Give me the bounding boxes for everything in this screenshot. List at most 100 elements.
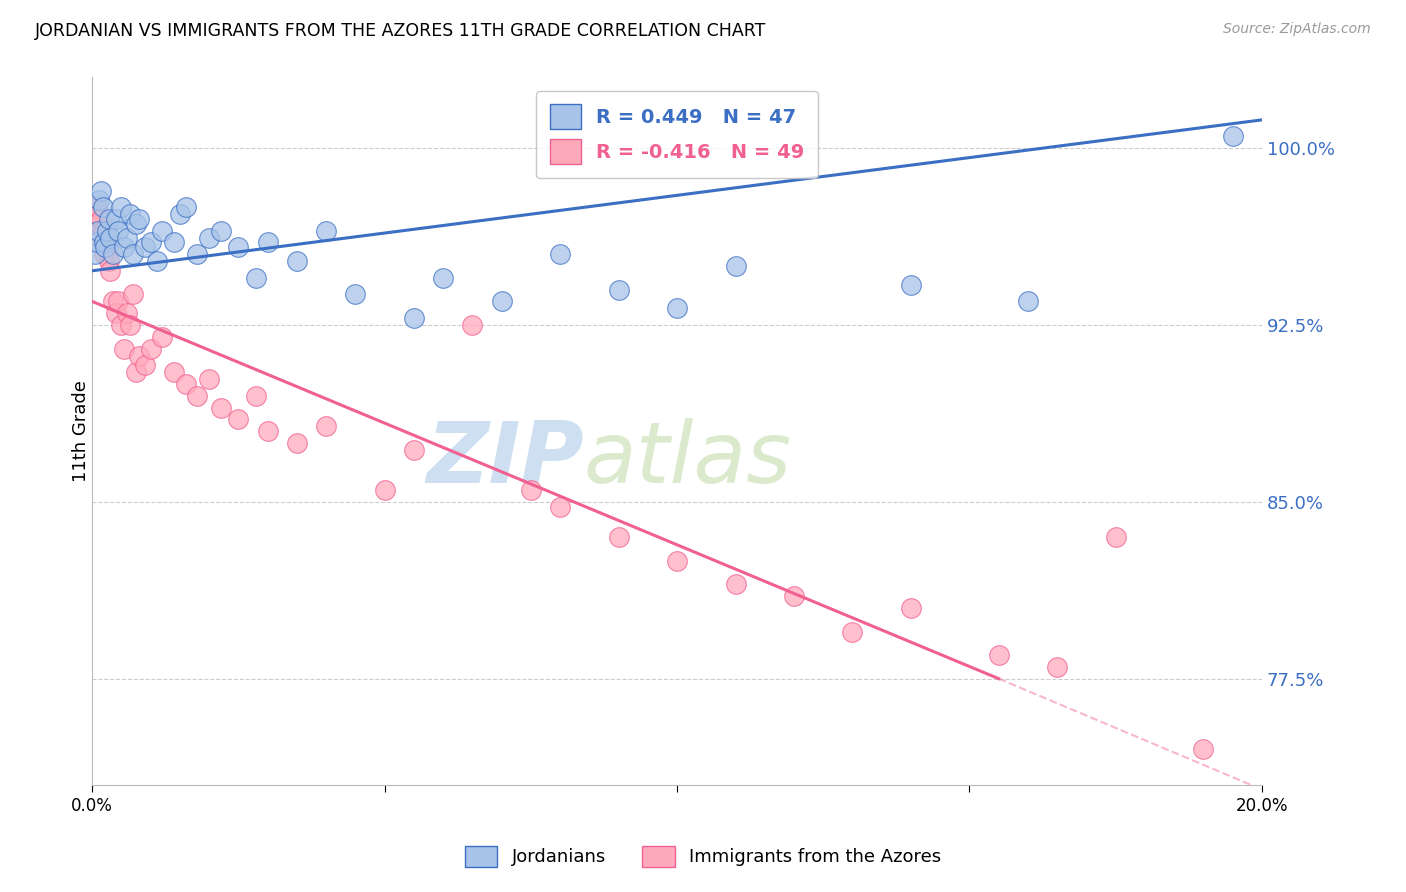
Legend: Jordanians, Immigrants from the Azores: Jordanians, Immigrants from the Azores [457,838,949,874]
Y-axis label: 11th Grade: 11th Grade [72,380,90,482]
Point [86,235,108,250]
Point [900,277,922,292]
Point [112,240,135,254]
Point [461,318,484,332]
Point [548,500,571,514]
Point [783,589,806,603]
Point [110,318,132,332]
Point [90,211,112,226]
Point [87,217,110,231]
Point [841,624,863,639]
Point [548,247,571,261]
Text: Source: ZipAtlas.com: Source: ZipAtlas.com [1223,22,1371,37]
Point [91,224,114,238]
Point [1222,129,1244,144]
Point [285,436,308,450]
Point [145,254,167,268]
Point [228,240,250,254]
Point [900,601,922,615]
Point [256,235,278,250]
Point [93,247,115,261]
Point [94,235,117,250]
Point [607,283,630,297]
Point [93,235,115,250]
Point [198,231,221,245]
Text: atlas: atlas [583,417,792,501]
Point [101,294,124,309]
Point [1017,294,1039,309]
Point [315,224,337,238]
Point [110,200,132,214]
Point [1046,660,1069,674]
Legend: R = 0.449   N = 47, R = -0.416   N = 49: R = 0.449 N = 47, R = -0.416 N = 49 [536,91,818,178]
Point [96,240,118,254]
Point [174,200,197,214]
Point [607,530,630,544]
Point [186,389,208,403]
Point [94,240,117,254]
Point [107,294,129,309]
Point [402,310,425,325]
Point [163,235,186,250]
Point [374,483,396,497]
Point [315,419,337,434]
Point [666,301,689,316]
Point [117,231,139,245]
Point [150,330,173,344]
Point [97,254,120,268]
Point [122,247,145,261]
Point [186,247,208,261]
Point [101,247,124,261]
Point [432,270,454,285]
Point [128,211,150,226]
Point [139,342,162,356]
Point [134,240,156,254]
Point [174,376,197,391]
Point [987,648,1010,662]
Point [87,224,110,238]
Point [285,254,308,268]
Point [84,207,107,221]
Point [128,349,150,363]
Point [86,200,108,214]
Point [98,231,121,245]
Point [107,224,129,238]
Text: JORDANIAN VS IMMIGRANTS FROM THE AZORES 11TH GRADE CORRELATION CHART: JORDANIAN VS IMMIGRANTS FROM THE AZORES … [35,22,766,40]
Point [89,193,111,207]
Point [666,554,689,568]
Point [150,224,173,238]
Point [1105,530,1128,544]
Point [520,483,543,497]
Point [245,270,267,285]
Point [89,231,111,245]
Point [256,424,278,438]
Point [125,365,148,379]
Point [169,207,191,221]
Point [91,200,114,214]
Point [120,207,142,221]
Point [98,264,121,278]
Point [90,184,112,198]
Point [122,287,145,301]
Point [245,389,267,403]
Point [1192,742,1215,756]
Point [84,247,107,261]
Text: ZIP: ZIP [426,417,583,501]
Point [134,358,156,372]
Point [724,577,747,591]
Point [209,224,232,238]
Point [209,401,232,415]
Point [344,287,367,301]
Point [104,211,127,226]
Point [198,372,221,386]
Point [120,318,142,332]
Point [112,342,135,356]
Point [139,235,162,250]
Point [117,306,139,320]
Point [228,412,250,426]
Point [724,259,747,273]
Point [104,306,127,320]
Point [491,294,513,309]
Point [163,365,186,379]
Point [125,217,148,231]
